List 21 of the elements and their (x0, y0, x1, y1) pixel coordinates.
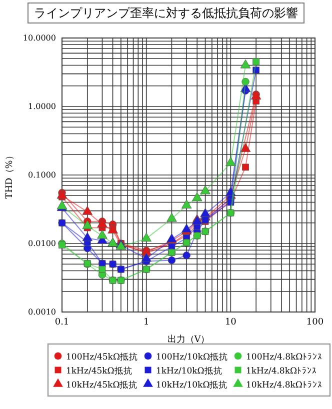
legend-label: 1kHz/10kΩ抵抗 (156, 366, 222, 376)
y-tick-label: 0.0100 (28, 239, 56, 248)
y-tick-label: 1.0000 (28, 102, 56, 112)
legend-label: 1kHz/4.8kΩﾄﾗﾝｽ (246, 366, 318, 376)
x-tick-label: 10 (224, 317, 237, 328)
legend-label: 10kHz/4.8kΩﾄﾗﾝｽ (246, 380, 322, 390)
legend-label: 100Hz/4.8kΩﾄﾗﾝｽ (246, 352, 323, 362)
y-tick-label: 10.0000 (22, 34, 56, 43)
chart-title: ラインプリアンプ歪率に対する低抵抗負荷の影響 (34, 6, 298, 20)
legend-label: 1kHz/45kΩ抵抗 (66, 366, 132, 376)
legend-label: 100Hz/10kΩ抵抗 (156, 352, 228, 362)
x-axis-title: 出力（V） (167, 334, 210, 345)
x-tick-label: 1 (143, 317, 150, 328)
legend-label: 10kHz/45kΩ抵抗 (66, 380, 138, 390)
y-axis-title: THD（%） (5, 151, 15, 199)
y-tick-label: 0.0010 (28, 308, 56, 317)
x-tick-label: 100 (306, 317, 324, 328)
legend-label: 100Hz/45kΩ抵抗 (66, 352, 138, 362)
y-tick-label: 0.1000 (28, 170, 56, 180)
legend-label: 10kHz/10kΩ抵抗 (156, 380, 228, 390)
x-tick-label: 0.1 (54, 317, 70, 328)
